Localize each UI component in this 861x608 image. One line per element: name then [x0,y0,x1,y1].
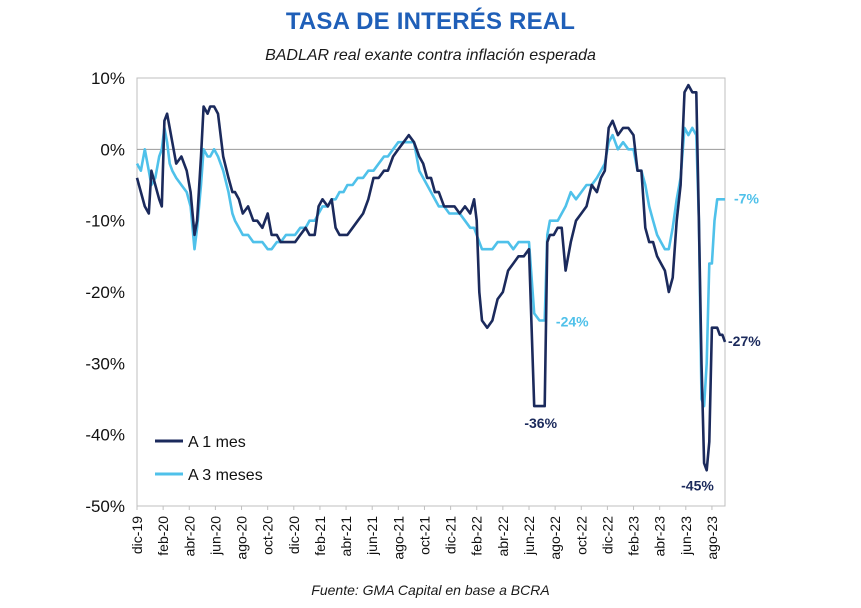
x-tick-label: abr-23 [652,516,668,557]
y-tick-label: -10% [85,212,125,231]
x-tick-label: abr-20 [181,516,197,557]
legend: A 1 mes A 3 meses [155,434,263,484]
data-label: -24% [556,314,589,330]
x-tick-label: abr-21 [338,516,354,557]
x-tick-label: ago-20 [234,516,250,560]
x-tick-label: dic-19 [129,516,145,554]
x-tick-label: abr-22 [495,516,511,557]
x-tick-label: ago-23 [704,516,720,560]
line-chart: 10% 0% -10% -20% -30% -40% -50% dic-19 feb-20 ab… [85,69,761,560]
x-tick-label: ago-21 [390,516,406,560]
x-tick-label: ago-22 [547,516,563,560]
x-tick-label: feb-21 [312,516,328,556]
data-label: -45% [681,477,714,493]
y-tick-label: -20% [85,283,125,302]
x-tick-label: oct-21 [416,516,432,555]
x-tick-label: oct-20 [260,516,276,555]
x-tick-label: jun-20 [207,516,223,556]
x-tick-label: feb-20 [155,516,171,556]
chart-subtitle: BADLAR real exante contra inflación espe… [265,47,596,64]
y-tick-label: 10% [91,69,125,88]
x-tick-label: feb-23 [626,516,642,556]
source-note: Fuente: GMA Capital en base a BCRA [311,582,550,598]
series-line-a-1-mes [135,83,727,472]
y-tick-label: -30% [85,354,125,373]
x-tick-label: jun-21 [364,516,380,556]
y-tick-label: 0% [100,140,125,159]
y-tick-label: -40% [85,426,125,445]
legend-label-a-3-meses: A 3 meses [188,467,263,484]
x-tick-label: dic-20 [286,516,302,554]
chart-title: TASA DE INTERÉS REAL [285,8,576,35]
data-label: -27% [728,333,761,349]
x-tick-label: dic-21 [443,516,459,554]
x-tick-label: dic-22 [599,516,615,554]
x-tick-label: jun-22 [521,516,537,556]
x-tick-label: oct-22 [573,516,589,555]
series-line-a-3-meses [135,126,725,408]
x-tick-label: jun-23 [678,516,694,556]
y-tick-label: -50% [85,497,125,516]
data-label: -7% [734,190,759,206]
x-tick-label: feb-22 [469,516,485,556]
legend-label-a-1-mes: A 1 mes [188,434,246,451]
data-label: -36% [524,415,557,431]
